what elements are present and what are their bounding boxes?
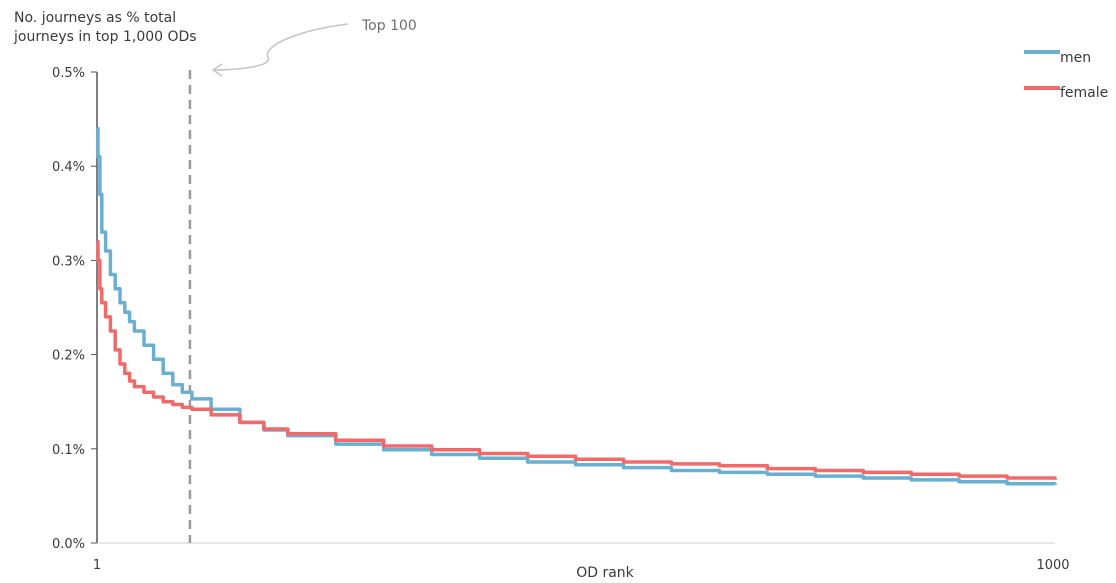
x-tick-label: 1 — [93, 558, 101, 573]
y-tick-label: 0.4% — [52, 160, 85, 175]
y-tick-label: 0.3% — [52, 254, 85, 269]
x-axis-label: OD rank — [576, 565, 634, 581]
y-tick-label: 0.1% — [52, 443, 85, 458]
annotation-arrowhead — [211, 63, 223, 77]
legend-label-female: female — [1060, 85, 1108, 101]
y-tick-label: 0.0% — [52, 537, 85, 552]
y-axis-label-line-2: journeys in top 1,000 ODs — [13, 29, 197, 45]
legend-label-men: men — [1060, 50, 1091, 66]
x-ticks: 1 1000 — [93, 558, 1070, 573]
x-tick-label: 1000 — [1036, 558, 1069, 573]
y-tick-label: 0.2% — [52, 349, 85, 364]
y-axis-label-line-1: No. journeys as % total — [14, 10, 176, 26]
series-line-female — [96, 239, 1057, 480]
annotation-label: Top 100 — [361, 18, 417, 34]
y-ticks: 0.0% 0.1% 0.2% 0.3% 0.4% 0.5% — [52, 66, 97, 552]
annotation-arrow — [213, 23, 349, 71]
series-lines — [96, 126, 1057, 486]
legend: men female — [1024, 50, 1108, 101]
series-line-men — [96, 126, 1057, 486]
y-tick-label: 0.5% — [52, 66, 85, 81]
